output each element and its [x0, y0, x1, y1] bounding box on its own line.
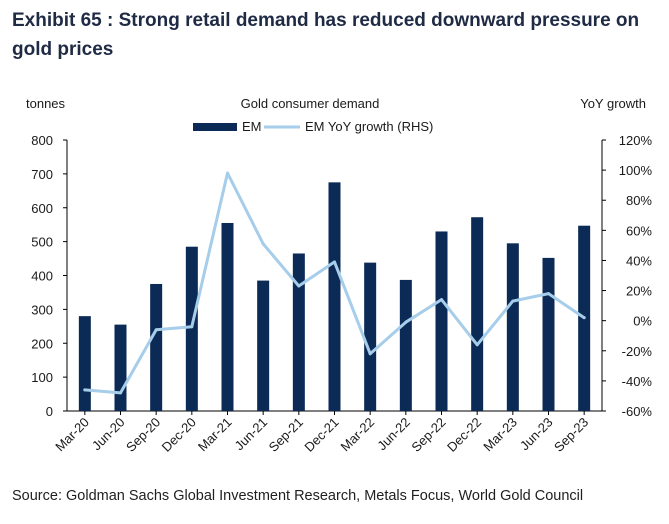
left-tick-label: 300: [31, 302, 53, 317]
line-point-em-yoy: [511, 299, 515, 303]
bar-em: [471, 217, 484, 411]
line-point-em-yoy: [547, 292, 550, 296]
left-tick-label: 0: [46, 404, 53, 419]
right-tick-label: 120%: [619, 133, 653, 148]
x-tick-label: Dec-22: [444, 415, 484, 455]
x-tick-label: Mar-23: [480, 415, 520, 455]
right-tick-label: 80%: [626, 193, 652, 208]
bar-em: [78, 316, 91, 411]
x-tick-label: Sep-22: [408, 415, 448, 455]
bar-em: [542, 257, 555, 411]
legend-label-em: EM: [242, 119, 262, 134]
left-tick-label: 200: [31, 336, 53, 351]
x-tick-label: Dec-21: [301, 415, 341, 455]
x-tick-label: Jun-22: [374, 415, 413, 454]
right-tick-label: -60%: [622, 404, 653, 419]
bar-em: [114, 324, 127, 411]
left-tick-label: 600: [31, 201, 53, 216]
bar-em: [185, 246, 198, 411]
line-point-em-yoy: [440, 298, 443, 302]
right-tick-label: 100%: [619, 163, 653, 178]
right-tick-label: -40%: [622, 374, 653, 389]
right-tick-label: 60%: [626, 223, 652, 238]
right-tick-label: 40%: [626, 253, 652, 268]
line-point-em-yoy: [154, 328, 158, 332]
line-point-em-yoy: [475, 343, 479, 347]
right-axis-label: YoY growth: [580, 96, 646, 111]
x-tick-label: Jun-23: [517, 415, 556, 454]
x-tick-label: Sep-21: [266, 415, 306, 455]
x-tick-label: Dec-20: [159, 415, 199, 455]
left-tick-label: 800: [31, 133, 53, 148]
bar-em: [328, 182, 341, 411]
x-tick-label: Mar-21: [195, 415, 235, 455]
line-point-em-yoy: [333, 260, 336, 264]
line-point-em-yoy: [226, 171, 229, 175]
bar-em: [292, 253, 305, 411]
plot-area: 0 100 200 300 400 500 600 700 800 -60% -40% -20% 0% 2…: [31, 133, 652, 455]
left-axis-label: tonnes: [26, 96, 66, 111]
chart-title: Gold consumer demand: [241, 96, 380, 111]
bar-em: [506, 243, 519, 411]
line-point-em-yoy: [368, 352, 372, 356]
bar-em: [221, 222, 234, 411]
x-tick-label: Sep-20: [123, 415, 163, 455]
left-tick-label: 100: [31, 370, 53, 385]
x-tick-label: Sep-23: [551, 415, 591, 455]
line-point-em-yoy: [404, 320, 408, 324]
line-point-em-yoy: [582, 316, 586, 320]
x-tick-label: Jun-21: [232, 415, 271, 454]
legend: EM EM YoY growth (RHS): [193, 119, 433, 134]
source-note: Source: Goldman Sachs Global Investment …: [12, 488, 584, 504]
bar-em: [257, 280, 270, 411]
line-point-em-yoy: [261, 242, 265, 246]
line-point-em-yoy: [190, 325, 194, 329]
x-tick-label: Mar-20: [52, 415, 92, 455]
x-tick-label: Jun-20: [89, 415, 128, 454]
left-tick-label: 700: [31, 167, 53, 182]
bar-em: [399, 279, 412, 411]
legend-label-em-yoy: EM YoY growth (RHS): [305, 119, 433, 134]
bar-em: [150, 283, 163, 411]
legend-swatch-em: [193, 123, 237, 131]
left-tick-label: 500: [31, 235, 53, 250]
bar-em: [364, 262, 377, 411]
bar-em: [435, 231, 448, 411]
line-point-em-yoy: [297, 284, 301, 288]
left-tick-label: 400: [31, 269, 53, 284]
x-tick-label: Mar-22: [338, 415, 378, 455]
line-point-em-yoy: [83, 388, 87, 392]
exhibit-title: Exhibit 65 : Strong retail demand has re…: [12, 10, 640, 60]
right-tick-label: 20%: [626, 284, 652, 299]
right-tick-label: 0%: [633, 314, 652, 329]
right-tick-label: -20%: [622, 344, 653, 359]
line-point-em-yoy: [119, 391, 122, 395]
